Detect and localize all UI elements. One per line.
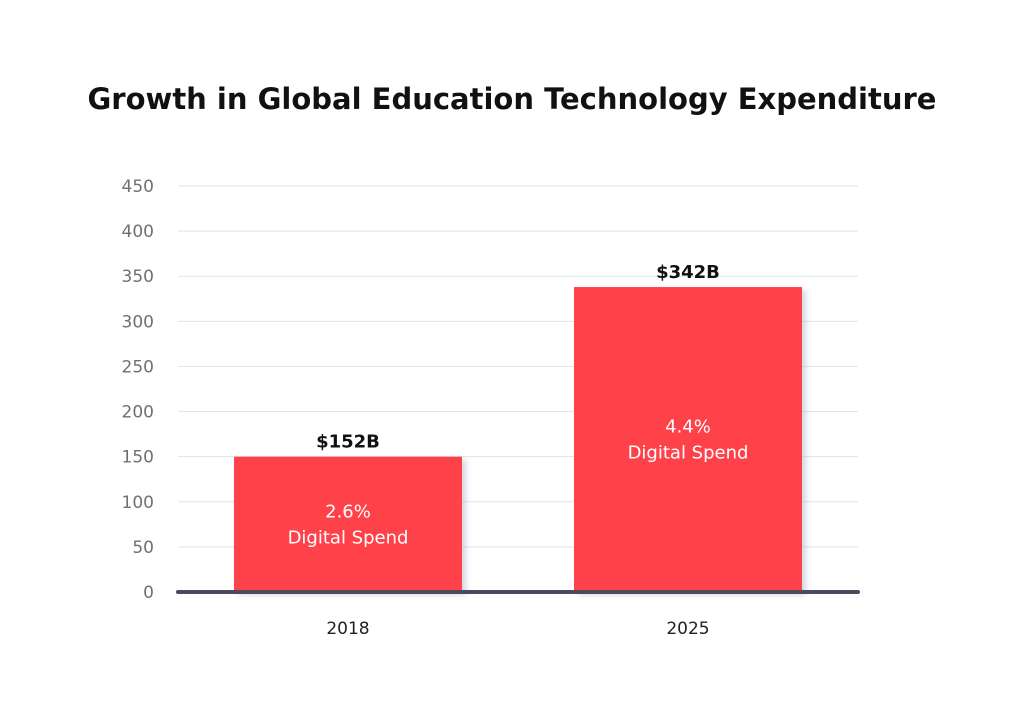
y-tick-label-300: 300 <box>122 312 154 332</box>
bar-inner-label-2018-1: Digital Spend <box>288 527 409 548</box>
y-tick-label-400: 400 <box>122 222 154 242</box>
data-label-2025: $342B <box>656 262 720 283</box>
bar-2025 <box>574 287 802 592</box>
bar-inner-label-2025-1: Digital Spend <box>628 443 749 464</box>
bar-inner-label-2018-0: 2.6% <box>325 501 371 522</box>
y-tick-label-0: 0 <box>143 583 154 603</box>
bar-2018 <box>234 456 462 592</box>
y-tick-label-250: 250 <box>122 357 154 377</box>
y-tick-label-150: 150 <box>122 448 154 468</box>
y-tick-label-200: 200 <box>122 403 154 423</box>
bars <box>234 287 802 592</box>
y-tick-label-50: 50 <box>132 538 154 558</box>
y-tick-label-450: 450 <box>122 177 154 197</box>
data-label-2018: $152B <box>316 432 380 453</box>
y-tick-label-100: 100 <box>122 493 154 513</box>
bar-labels: $152B 2.6% Digital Spend 2018 $342B 4.4% Digit… <box>288 262 749 639</box>
y-tick-label-350: 350 <box>122 267 154 287</box>
x-tick-label-2018: 2018 <box>326 619 369 639</box>
x-tick-label-2025: 2025 <box>666 619 709 639</box>
chart-title: Growth in Global Education Technology Ex… <box>87 82 937 116</box>
y-axis-ticks: 0 50 100 150 200 250 300 350 400 450 <box>122 177 154 603</box>
bar-inner-label-2025-0: 4.4% <box>665 417 711 438</box>
